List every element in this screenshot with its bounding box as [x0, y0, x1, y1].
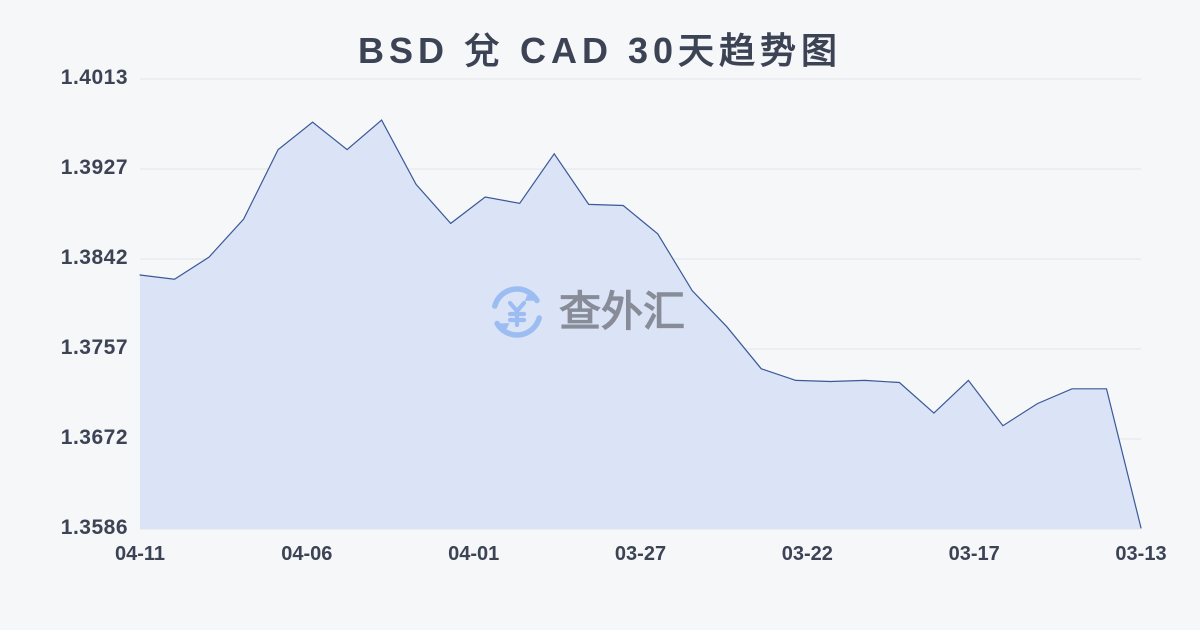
svg-text:1.3842: 1.3842 [61, 246, 128, 269]
svg-text:03-13: 03-13 [1115, 543, 1166, 565]
svg-text:查外汇: 查外汇 [559, 288, 685, 335]
svg-text:1.3757: 1.3757 [61, 336, 128, 359]
svg-text:04-01: 04-01 [448, 543, 499, 565]
svg-text:04-11: 04-11 [115, 543, 165, 565]
svg-text:03-22: 03-22 [782, 543, 833, 565]
svg-text:04-06: 04-06 [281, 543, 332, 565]
svg-text:1.3586: 1.3586 [61, 516, 128, 539]
svg-text:1.3672: 1.3672 [61, 426, 128, 449]
svg-text:03-17: 03-17 [949, 543, 1000, 565]
svg-text:03-27: 03-27 [615, 543, 666, 565]
svg-text:1.3927: 1.3927 [61, 156, 128, 179]
